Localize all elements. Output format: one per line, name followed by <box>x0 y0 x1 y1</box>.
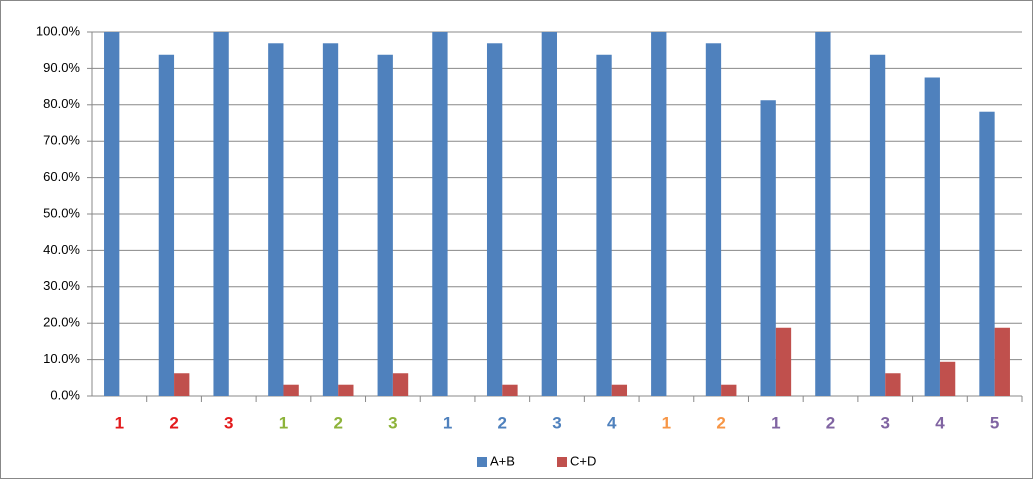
x-tick-label: 5 <box>990 413 999 432</box>
y-tick-label: 70.0% <box>43 133 80 148</box>
y-tick-label: 50.0% <box>43 205 80 220</box>
bar <box>979 111 995 396</box>
bar <box>869 54 886 396</box>
bar <box>721 384 737 396</box>
bar <box>815 32 831 396</box>
bar <box>486 43 503 397</box>
bar <box>924 77 940 396</box>
x-tick-label: 2 <box>498 413 507 432</box>
x-tick-label: 1 <box>771 413 780 432</box>
bar <box>322 43 339 397</box>
x-tick-label: 3 <box>388 413 397 432</box>
y-tick-label: 60.0% <box>43 169 80 184</box>
bar <box>392 373 409 396</box>
bar <box>174 373 190 396</box>
y-tick-label: 20.0% <box>43 315 80 330</box>
x-tick-label: 2 <box>169 413 178 432</box>
x-tick-label: 1 <box>443 413 452 432</box>
bar <box>104 32 120 396</box>
x-tick-label: 4 <box>935 413 945 432</box>
legend-label: A+B <box>490 453 515 468</box>
bar <box>268 43 284 397</box>
y-tick-label: 10.0% <box>43 351 80 366</box>
bar <box>432 32 448 396</box>
y-tick-label: 0.0% <box>50 387 80 402</box>
bar <box>611 384 628 396</box>
bar <box>338 384 354 396</box>
legend-label: C+D <box>570 453 596 468</box>
x-tick-label: 2 <box>826 413 835 432</box>
bar <box>651 32 667 396</box>
y-tick-label: 40.0% <box>43 242 80 257</box>
x-tick-label: 3 <box>881 413 890 432</box>
x-tick-label: 1 <box>279 413 288 432</box>
y-tick-label: 30.0% <box>43 278 80 293</box>
bar <box>158 54 175 396</box>
legend-swatch <box>477 457 487 467</box>
bar <box>885 373 901 396</box>
y-tick-label: 90.0% <box>43 60 80 75</box>
x-tick-label: 2 <box>333 413 342 432</box>
x-tick-label: 1 <box>662 413 671 432</box>
x-tick-label: 1 <box>115 413 124 432</box>
bar <box>775 327 792 396</box>
x-tick-label: 3 <box>552 413 561 432</box>
bar <box>994 327 1010 396</box>
bar <box>377 54 393 396</box>
bar <box>760 100 776 396</box>
bar <box>213 32 229 396</box>
x-tick-label: 2 <box>716 413 725 432</box>
y-tick-label: 80.0% <box>43 96 80 111</box>
bar <box>596 54 612 396</box>
bar <box>705 43 722 397</box>
bar <box>283 384 299 396</box>
x-tick-label: 3 <box>224 413 233 432</box>
bar <box>541 32 557 396</box>
bar <box>939 361 956 396</box>
y-tick-label: 100.0% <box>36 23 81 38</box>
legend-swatch <box>557 457 567 467</box>
x-tick-label: 4 <box>607 413 617 432</box>
bar <box>502 384 518 396</box>
